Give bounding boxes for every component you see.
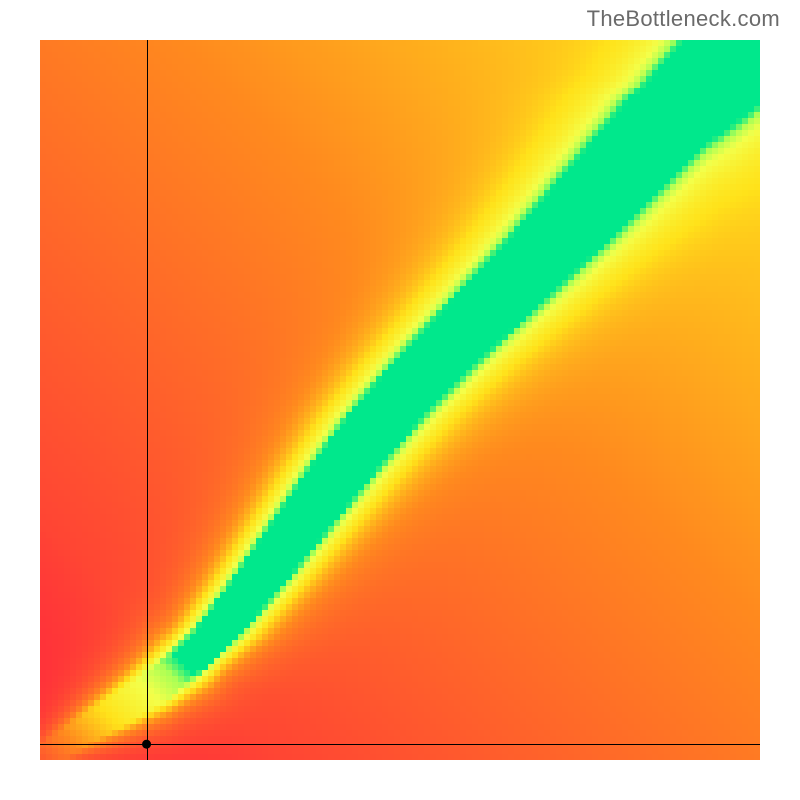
- page-container: TheBottleneck.com: [0, 0, 800, 800]
- watermark-text: TheBottleneck.com: [587, 6, 780, 32]
- plot-area: [40, 40, 760, 760]
- crosshair-overlay: [40, 40, 760, 760]
